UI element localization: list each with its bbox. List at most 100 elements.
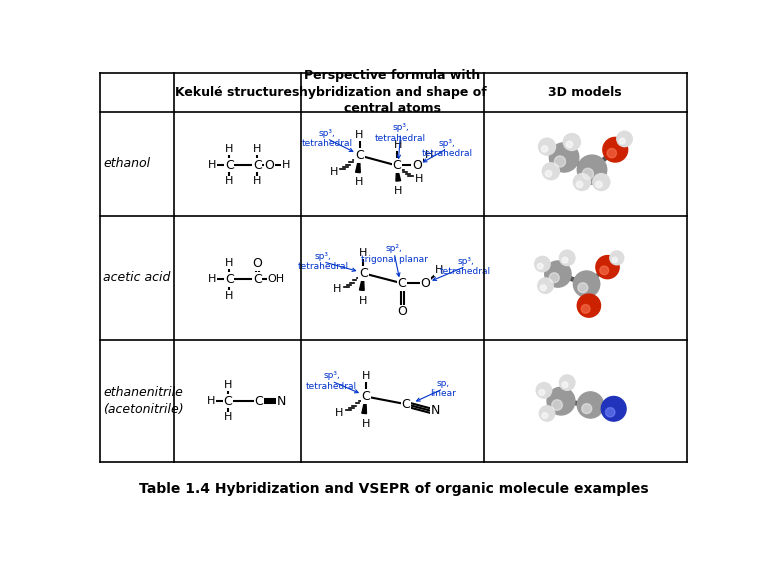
Text: H: H (225, 258, 233, 268)
Circle shape (545, 170, 551, 177)
Text: C: C (402, 398, 410, 411)
Text: H: H (415, 174, 423, 183)
Text: sp³,
tetrahedral: sp³, tetrahedral (422, 139, 472, 158)
Text: H: H (356, 177, 364, 187)
Text: sp³,
tetrahedral: sp³, tetrahedral (440, 257, 492, 276)
Text: H: H (333, 284, 341, 294)
Circle shape (542, 163, 559, 179)
Circle shape (582, 168, 594, 179)
Circle shape (538, 263, 543, 269)
Circle shape (539, 389, 545, 395)
Text: acetic acid: acetic acid (103, 271, 170, 284)
Text: sp,
linear: sp, linear (430, 379, 456, 399)
Text: H: H (394, 186, 402, 196)
Circle shape (596, 181, 602, 188)
Circle shape (607, 148, 617, 158)
Polygon shape (359, 273, 364, 290)
Circle shape (559, 375, 575, 390)
Text: H: H (223, 413, 232, 422)
Circle shape (541, 285, 546, 291)
Text: OH: OH (267, 275, 284, 284)
Text: H: H (253, 144, 261, 154)
Text: C: C (398, 277, 406, 290)
Text: H: H (208, 160, 217, 170)
Circle shape (581, 404, 592, 414)
Circle shape (578, 392, 604, 418)
Circle shape (559, 250, 575, 265)
Text: sp³,
tetrahedral: sp³, tetrahedral (375, 123, 426, 143)
Text: sp³,
tetrahedral: sp³, tetrahedral (306, 372, 357, 391)
Text: C: C (355, 149, 364, 162)
Text: H: H (359, 295, 368, 306)
Circle shape (562, 382, 568, 388)
Circle shape (554, 156, 565, 167)
Circle shape (620, 138, 625, 144)
Circle shape (605, 407, 615, 417)
Text: H: H (362, 372, 370, 381)
Text: C: C (223, 395, 232, 407)
Text: C: C (359, 267, 368, 280)
Text: C: C (254, 395, 263, 407)
Text: C: C (361, 390, 370, 403)
Circle shape (545, 261, 571, 287)
Text: sp²,
trigonal planar: sp², trigonal planar (361, 244, 428, 264)
Circle shape (541, 146, 548, 152)
Text: N: N (276, 395, 286, 407)
Text: Perspective formula with
hybridization and shape of
central atoms: Perspective formula with hybridization a… (299, 69, 486, 115)
Circle shape (581, 305, 590, 313)
Circle shape (574, 271, 600, 297)
Circle shape (600, 266, 609, 275)
Text: N: N (431, 404, 440, 417)
Circle shape (574, 174, 591, 190)
Circle shape (578, 283, 588, 293)
Circle shape (566, 141, 573, 148)
Text: ethanenitrile
(acetonitrile): ethanenitrile (acetonitrile) (103, 386, 184, 416)
Polygon shape (362, 396, 366, 414)
Text: O: O (252, 257, 262, 270)
Circle shape (562, 257, 568, 263)
Text: H: H (223, 380, 232, 390)
Circle shape (538, 278, 553, 293)
Polygon shape (356, 155, 360, 173)
Text: H: H (356, 130, 364, 140)
Circle shape (596, 256, 619, 279)
Circle shape (547, 387, 575, 415)
Text: Kekulé structures: Kekulé structures (175, 86, 300, 99)
Text: H: H (329, 167, 338, 177)
Text: H: H (253, 177, 261, 186)
Circle shape (539, 406, 554, 421)
Circle shape (549, 143, 579, 172)
Text: C: C (253, 273, 262, 286)
Circle shape (578, 294, 601, 317)
Text: H: H (359, 248, 368, 258)
Text: O: O (397, 305, 407, 319)
Text: H: H (225, 177, 233, 186)
Circle shape (538, 138, 555, 155)
Circle shape (535, 256, 550, 272)
Circle shape (563, 133, 581, 151)
Polygon shape (396, 166, 401, 181)
Circle shape (593, 174, 610, 190)
Text: O: O (412, 159, 422, 172)
Circle shape (536, 383, 551, 398)
Text: ethanol: ethanol (103, 157, 150, 170)
Circle shape (601, 396, 626, 421)
Text: H: H (425, 149, 433, 160)
Text: O: O (265, 159, 274, 171)
Text: H: H (282, 160, 290, 170)
Circle shape (549, 273, 559, 283)
Circle shape (578, 155, 607, 185)
Text: H: H (225, 291, 233, 301)
Circle shape (612, 257, 617, 263)
Text: H: H (335, 408, 343, 418)
Text: 3D models: 3D models (548, 86, 622, 99)
Text: Table 1.4 Hybridization and VSEPR of organic molecule examples: Table 1.4 Hybridization and VSEPR of org… (139, 482, 648, 496)
Text: sp³,
tetrahedral: sp³, tetrahedral (297, 252, 349, 271)
Circle shape (610, 251, 624, 265)
Text: H: H (394, 140, 402, 151)
Text: C: C (225, 159, 233, 171)
Text: sp³,
tetrahedral: sp³, tetrahedral (301, 129, 353, 148)
Circle shape (551, 400, 562, 410)
Text: H: H (208, 275, 217, 284)
Text: H: H (362, 419, 370, 429)
